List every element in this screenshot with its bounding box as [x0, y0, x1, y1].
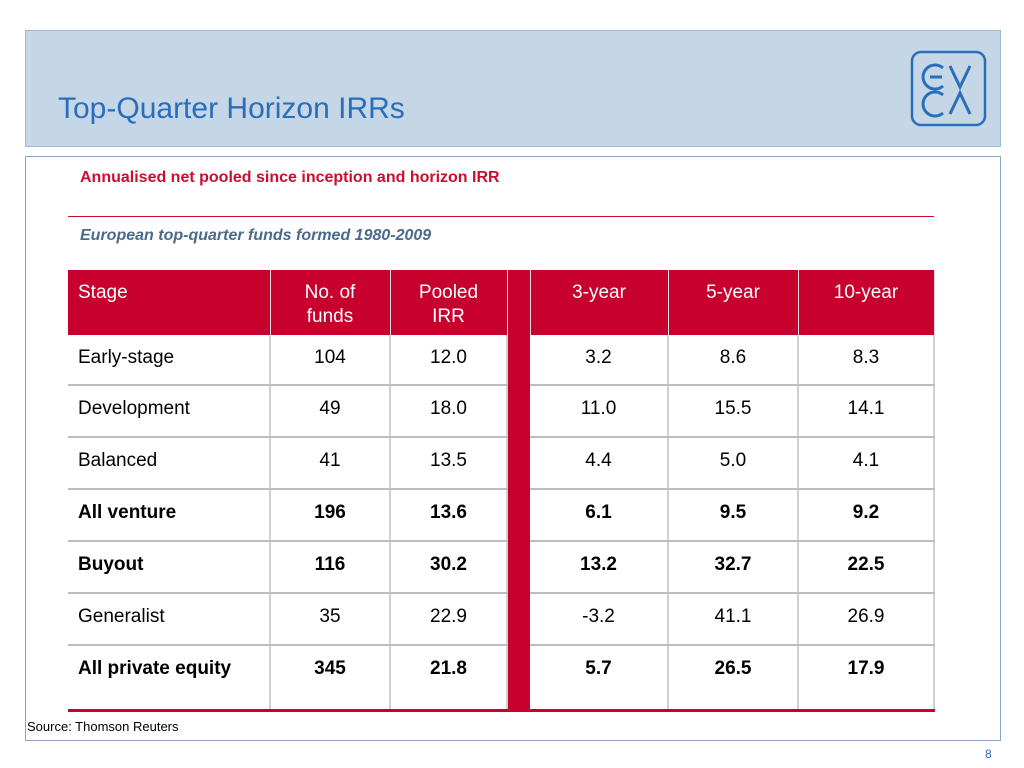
table-cell: 15.5 — [668, 385, 799, 438]
table-cell: 11.0 — [530, 385, 669, 438]
irr-table: Stage No. of funds Pooled IRR 3-year 5-year 1… — [68, 270, 935, 712]
table-cell: 3.2 — [530, 335, 669, 386]
column-header: No. of funds — [270, 270, 391, 335]
table-row: All private equity 345 21.8 5.7 26.5 17.9 — [68, 645, 935, 712]
separator-column — [507, 437, 530, 489]
table-row: Early-stage 104 12.0 3.2 8.6 8.3 — [68, 335, 935, 386]
table-cell: 35 — [270, 593, 391, 646]
table-cell: 5.0 — [668, 437, 799, 490]
table-row: Balanced 41 13.5 4.4 5.0 4.1 — [68, 437, 935, 490]
table-cell: 8.6 — [668, 335, 799, 386]
column-header: 5-year — [668, 270, 799, 335]
table-cell: Buyout — [68, 541, 271, 594]
table-cell: 4.1 — [798, 437, 935, 490]
table-row: All venture 196 13.6 6.1 9.5 9.2 — [68, 489, 935, 542]
page-number: 8 — [985, 747, 992, 761]
table-cell: 4.4 — [530, 437, 669, 490]
table-row: Buyout 116 30.2 13.2 32.7 22.5 — [68, 541, 935, 594]
column-header: Pooled IRR — [390, 270, 508, 335]
table-caption: European top-quarter funds formed 1980-2… — [80, 227, 432, 244]
table-cell: Balanced — [68, 437, 271, 490]
table-row: Development 49 18.0 11.0 15.5 14.1 — [68, 385, 935, 438]
table-cell: 116 — [270, 541, 391, 594]
table-cell: 49 — [270, 385, 391, 438]
table-cell: Development — [68, 385, 271, 438]
table-cell: 21.8 — [390, 645, 508, 712]
table-cell: 12.0 — [390, 335, 508, 386]
table-cell: 22.9 — [390, 593, 508, 646]
table-cell: All venture — [68, 489, 271, 542]
table-cell: 6.1 — [530, 489, 669, 542]
table-cell: 8.3 — [798, 335, 935, 386]
column-header: Stage — [68, 270, 271, 335]
table-cell: All private equity — [68, 645, 271, 712]
header-row: Stage No. of funds Pooled IRR 3-year 5-year 1… — [68, 270, 935, 335]
table-cell: 13.5 — [390, 437, 508, 490]
table-cell: 104 — [270, 335, 391, 386]
table-cell: 13.6 — [390, 489, 508, 542]
table-cell: 26.5 — [668, 645, 799, 712]
table-cell: 41 — [270, 437, 391, 490]
divider — [68, 216, 934, 217]
table-subtitle: Annualised net pooled since inception an… — [80, 169, 500, 186]
table-cell: 14.1 — [798, 385, 935, 438]
separator-column — [507, 593, 530, 645]
content-frame — [25, 156, 1001, 741]
separator-column — [507, 489, 530, 541]
source-note: Source: Thomson Reuters — [27, 719, 179, 734]
slide-title: Top-Quarter Horizon IRRs — [58, 92, 405, 125]
table-cell: 9.2 — [798, 489, 935, 542]
table-row: Generalist 35 22.9 -3.2 41.1 26.9 — [68, 593, 935, 646]
table-cell: 9.5 — [668, 489, 799, 542]
table-cell: 196 — [270, 489, 391, 542]
table-cell: 345 — [270, 645, 391, 712]
table-cell: -3.2 — [530, 593, 669, 646]
table-cell: 41.1 — [668, 593, 799, 646]
table-cell: Generalist — [68, 593, 271, 646]
separator-column — [507, 385, 530, 437]
table-cell: 5.7 — [530, 645, 669, 712]
table-cell: 32.7 — [668, 541, 799, 594]
table-cell: 30.2 — [390, 541, 508, 594]
column-header: 3-year — [530, 270, 669, 335]
table-cell: 17.9 — [798, 645, 935, 712]
table-cell: 22.5 — [798, 541, 935, 594]
logo — [910, 50, 987, 127]
separator-column — [507, 645, 530, 712]
separator-column — [507, 541, 530, 593]
column-header: 10-year — [798, 270, 935, 335]
table-cell: 18.0 — [390, 385, 508, 438]
header-band — [25, 30, 1001, 147]
table-cell: Early-stage — [68, 335, 271, 386]
separator-column — [507, 270, 531, 335]
table-cell: 13.2 — [530, 541, 669, 594]
table-cell: 26.9 — [798, 593, 935, 646]
separator-column — [507, 335, 530, 385]
